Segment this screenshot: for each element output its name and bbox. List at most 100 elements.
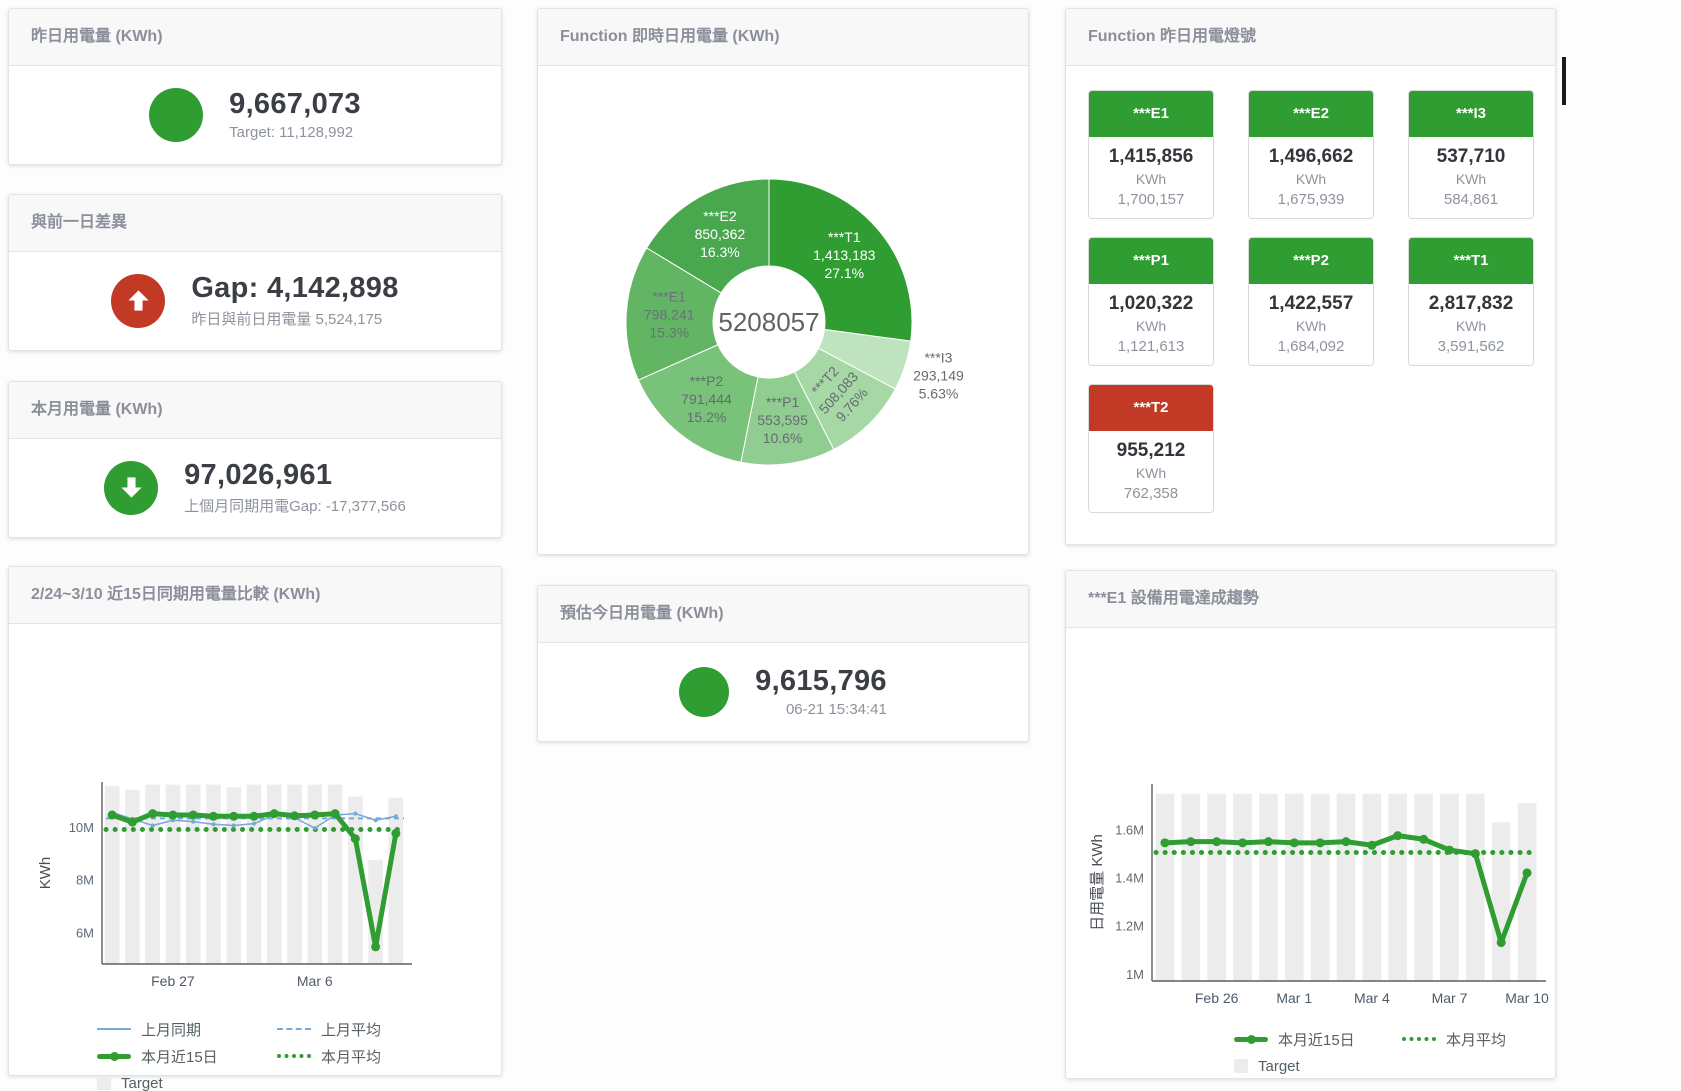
lamp-tile-unit: KWh xyxy=(1455,171,1487,187)
gap-subtitle: 昨日與前日用電量 5,524,175 xyxy=(191,311,383,328)
target-bar xyxy=(388,797,404,964)
x-tick-label: Feb 26 xyxy=(1194,990,1238,1006)
target-bar xyxy=(125,789,140,964)
lamp-tile-T2: ***T2 955,212 KWh 762,358 xyxy=(1088,384,1214,513)
e1-trend-canvas[interactable]: 1M 1.2M 1.4M 1.6M 日用電量 KWh Feb 26 Mar 1 Mar 4 Ma… xyxy=(1071,778,1551,1018)
x-tick-label: Mar 4 xyxy=(1353,990,1389,1006)
series-marker xyxy=(127,817,137,827)
forecast-title: 預估今日用電量 (KWh) xyxy=(538,586,1028,643)
lamp-tile-value: 1,020,322 xyxy=(1108,293,1194,314)
legend-item-Target[interactable]: Target xyxy=(1234,1055,1402,1077)
y-tick-label: 1.2M xyxy=(1115,919,1144,934)
target-bar xyxy=(1336,793,1355,981)
legend-item-上月同期[interactable]: 上月同期 xyxy=(97,1018,277,1040)
arrow-up-icon xyxy=(128,290,149,311)
y-tick-label: 10M xyxy=(69,820,94,835)
legend-label: 上月同期 xyxy=(141,1021,202,1039)
legend-swatch-marker xyxy=(110,1051,119,1061)
target-bar xyxy=(1413,793,1433,981)
series-marker xyxy=(1392,831,1402,841)
series-marker xyxy=(168,810,178,820)
series-marker xyxy=(1444,845,1454,855)
x-tick-label: Mar 6 xyxy=(297,973,333,989)
forecast-body: 9,615,796 06-21 15:34:41 xyxy=(538,643,1028,740)
card-e1-trend-chart: ***E1 設備用電達成趨勢 1M 1.2M 1.4M 1.6M 日用電量 KWh Feb… xyxy=(1065,570,1556,1079)
target-bar xyxy=(1232,793,1252,981)
target-bar xyxy=(1155,793,1174,981)
donut-label-E1: ***E1 798,241 15.3% xyxy=(644,289,695,341)
card-lamp-panel: Function 昨日用電燈號 ***E1 1,415,856 KWh 1,700,1… xyxy=(1065,8,1556,545)
legend-item-本月近15日[interactable]: 本月近15日 xyxy=(97,1045,277,1067)
card-yesterday-usage-title: 昨日用電量 (KWh) xyxy=(9,9,501,66)
gap-value: Gap: 4,142,898 xyxy=(191,272,399,304)
donut-label-T1: ***T1 1,413,183 27.1% xyxy=(813,229,875,281)
lamp-tile-name: ***T1 xyxy=(1409,238,1533,284)
card-month-usage-body: 97,026,961 上個月同期用電Gap: -17,377,566 xyxy=(9,439,501,536)
lamp-tile-target: 584,861 xyxy=(1443,191,1499,208)
lamp-tile-value: 1,422,557 xyxy=(1268,293,1354,314)
lamp-tile-target: 1,684,092 xyxy=(1277,338,1345,355)
donut-label-E2: ***E2 850,362 16.3% xyxy=(695,208,746,260)
lamp-tile-P1: ***P1 1,020,322 KWh 1,121,613 xyxy=(1088,237,1214,366)
realtime-donut-title: Function 即時日用電量 (KWh) xyxy=(538,9,1028,66)
target-bar xyxy=(1465,793,1485,981)
e1-trend-legend: 本月近15日 本月平均 Target xyxy=(1234,1028,1570,1077)
legend-swatch-marker xyxy=(1247,1034,1256,1044)
scrollbar-thumb[interactable] xyxy=(1562,57,1566,105)
legend-item-本月平均[interactable]: 本月平均 xyxy=(1402,1028,1570,1050)
donut-slice-E2[interactable] xyxy=(646,178,770,294)
status-green-circle-icon xyxy=(679,666,730,717)
e1-trend-body: 1M 1.2M 1.4M 1.6M 日用電量 KWh Feb 26 Mar 1 Mar 4 Ma… xyxy=(1066,628,1555,1077)
comparison-chart-legend: 上月同期 上月平均 本月近15日 本月平均 Target xyxy=(97,1018,457,1091)
lamp-tile-value: 537,710 xyxy=(1436,146,1506,167)
card-gap-body: Gap: 4,142,898 昨日與前日用電量 5,524,175 xyxy=(9,252,501,349)
series-marker xyxy=(191,819,196,824)
forecast-timestamp: 06-21 15:34:41 xyxy=(785,701,887,718)
legend-swatch-dots xyxy=(1402,1037,1436,1041)
series-marker xyxy=(353,811,358,816)
legend-label: 本月近15日 xyxy=(1278,1031,1355,1049)
donut-slice-E1[interactable] xyxy=(625,247,722,381)
legend-item-本月近15日[interactable]: 本月近15日 xyxy=(1234,1028,1402,1050)
legend-swatch-dash xyxy=(277,1028,311,1030)
lamp-tile-target: 1,675,939 xyxy=(1277,191,1345,208)
series-marker xyxy=(1263,837,1273,847)
comparison-chart-title: 2/24~3/10 近15日同期用電量比較 (KWh) xyxy=(9,567,501,624)
series-marker xyxy=(1211,837,1221,847)
lamp-tile-E2: ***E2 1,496,662 KWh 1,675,939 xyxy=(1248,90,1374,219)
lamp-tile-name: ***P1 xyxy=(1089,238,1213,284)
comparison-chart-canvas[interactable]: 6M 8M 10M KWh Feb 27 Mar 6 xyxy=(20,776,490,1008)
lamp-panel-grid: ***E1 1,415,856 KWh 1,700,157 ***E2 1,496,662… xyxy=(1066,66,1555,513)
lamp-tile-target: 762,358 xyxy=(1123,485,1179,502)
lamp-tile-I3: ***I3 537,710 KWh 584,861 xyxy=(1408,90,1534,219)
target-bar xyxy=(307,784,323,964)
legend-item-Target[interactable]: Target xyxy=(97,1072,277,1091)
legend-swatch-line xyxy=(97,1028,131,1030)
card-gap-title: 與前一日差異 xyxy=(9,195,501,252)
target-bar xyxy=(1310,793,1329,981)
y-axis-title: 日用電量 KWh xyxy=(1089,834,1106,931)
arrow-down-icon xyxy=(120,477,142,498)
series-marker xyxy=(188,810,198,820)
lamp-tile-unit: KWh xyxy=(1135,318,1167,334)
lamp-panel-title: Function 昨日用電燈號 xyxy=(1066,9,1555,66)
series-marker xyxy=(391,828,401,838)
month-usage-gap: 上個月同期用電Gap: -17,377,566 xyxy=(184,498,406,515)
series-marker xyxy=(371,942,381,952)
lamp-tile-target: 1,700,157 xyxy=(1117,191,1185,208)
legend-swatch-square xyxy=(1234,1059,1248,1073)
legend-label: Target xyxy=(121,1074,163,1091)
series-marker xyxy=(231,823,236,828)
donut-slice-T1[interactable] xyxy=(768,178,913,342)
lamp-tile-target: 1,121,613 xyxy=(1117,338,1185,355)
donut-slice-P2[interactable] xyxy=(637,344,759,463)
legend-item-本月平均[interactable]: 本月平均 xyxy=(277,1045,457,1067)
lamp-tile-value: 955,212 xyxy=(1116,440,1186,461)
realtime-donut-canvas[interactable]: ***T1 1,413,183 27.1%***I3 293,149 5.63%***T… xyxy=(538,66,1028,552)
series-marker xyxy=(1341,837,1350,847)
y-tick-label: 1.4M xyxy=(1115,871,1144,886)
y-axis-title: KWh xyxy=(37,857,54,890)
legend-item-上月平均[interactable]: 上月平均 xyxy=(277,1018,457,1040)
target-bar xyxy=(1362,793,1381,981)
target-bar xyxy=(1439,793,1459,981)
